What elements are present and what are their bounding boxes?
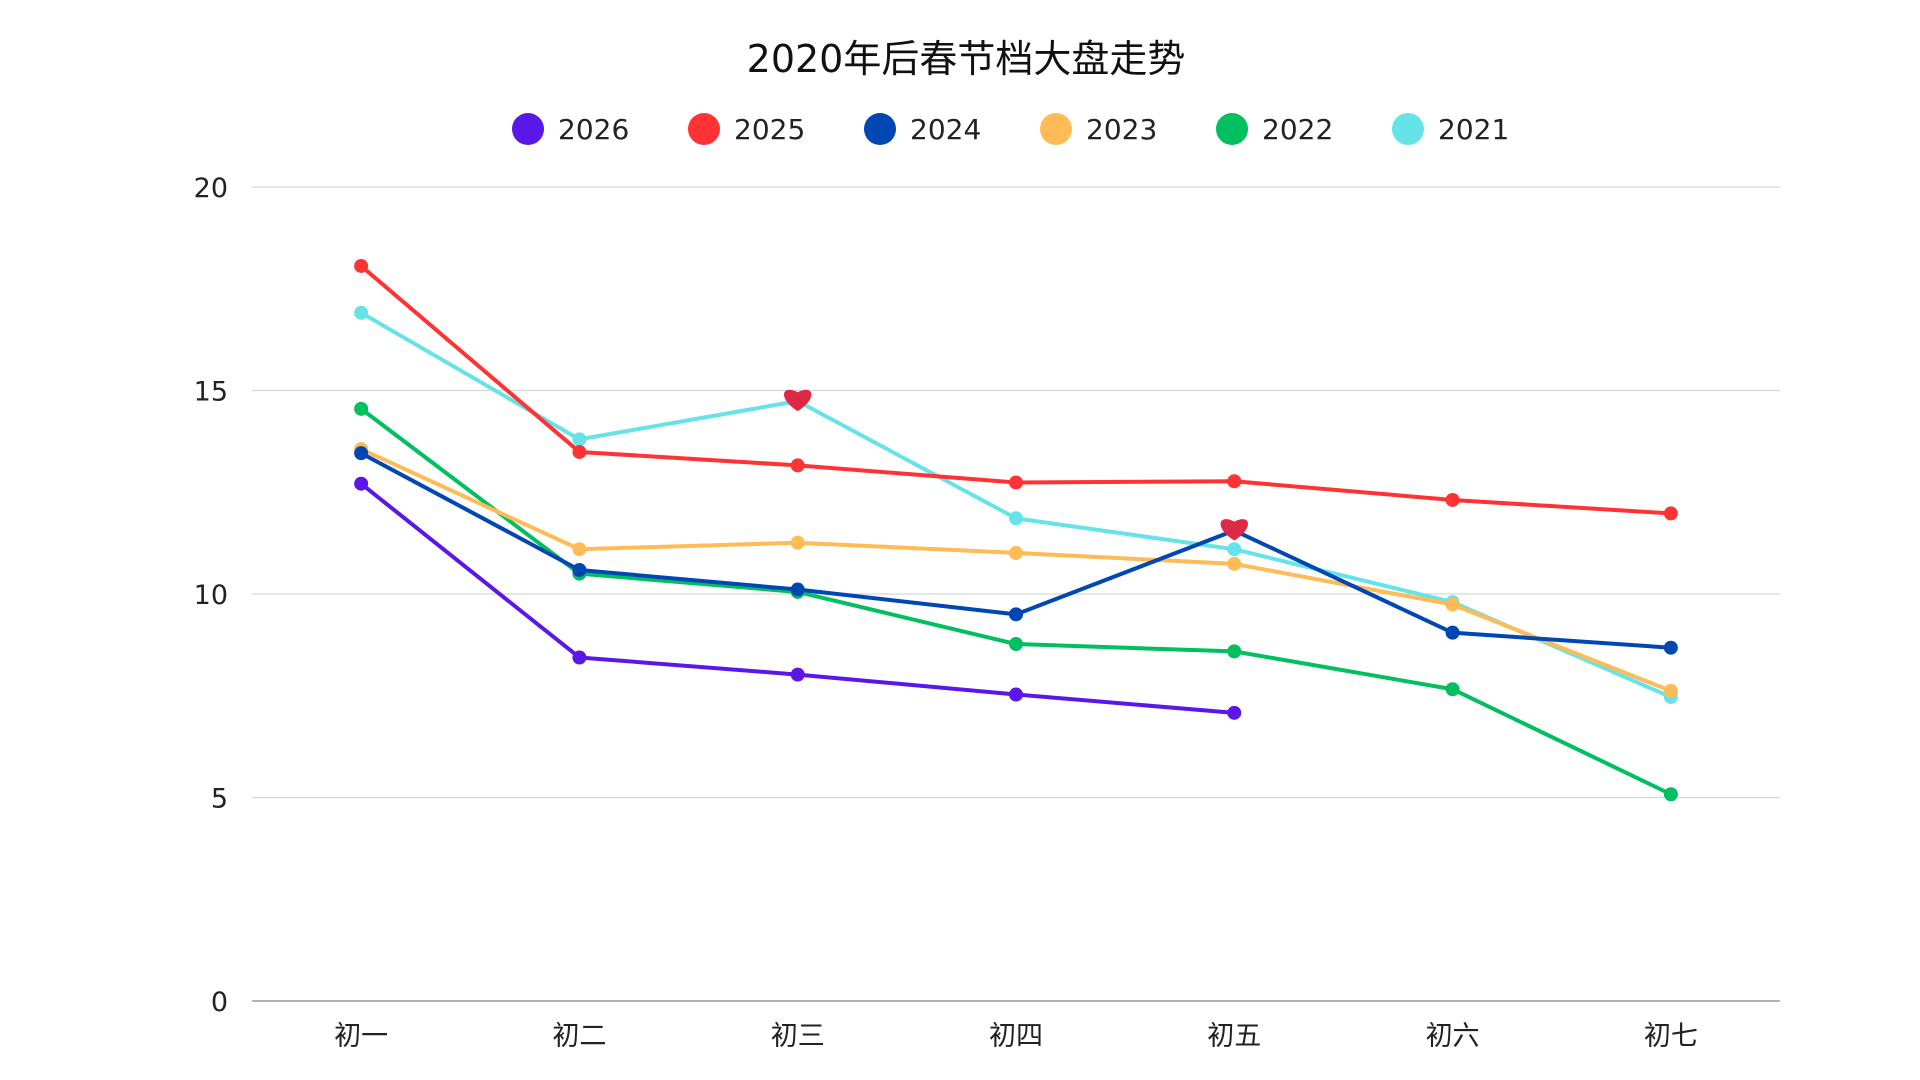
series-2024: [354, 446, 1678, 655]
legend-label: 2022: [1262, 113, 1333, 146]
data-point: [1445, 597, 1460, 612]
data-point: [1663, 683, 1678, 698]
chart-title: 2020年后春节档大盘走势: [747, 37, 1186, 81]
y-tick-label: 10: [194, 580, 228, 611]
series-2025: [354, 258, 1678, 521]
legend-marker: [512, 113, 544, 145]
series-2026: [354, 476, 1242, 720]
data-point: [354, 305, 369, 320]
data-point: [1009, 607, 1023, 622]
y-tick-label: 0: [211, 987, 228, 1018]
legend-label: 2021: [1438, 113, 1509, 146]
legend-marker: [864, 113, 896, 145]
series-2022: [354, 401, 1678, 802]
data-point: [1009, 637, 1023, 652]
x-axis: 初一 初二 初三 初四 初五 初六 初七: [334, 1021, 1698, 1052]
legend-marker: [1216, 113, 1248, 145]
data-point: [354, 476, 369, 491]
legend-item-2026: 2026: [512, 113, 629, 146]
series-line: [359, 407, 1672, 797]
legend-marker: [1040, 113, 1072, 145]
grid: 0 5 10 15 20: [194, 173, 1780, 1018]
data-point: [790, 535, 805, 550]
legend-label: 2023: [1086, 113, 1157, 146]
data-point: [1009, 545, 1023, 560]
data-point: [572, 542, 587, 557]
data-point: [1445, 492, 1460, 507]
data-point: [1227, 474, 1242, 489]
legend-marker: [688, 113, 720, 145]
data-point: [1009, 687, 1023, 702]
heart-marker: [1220, 519, 1249, 541]
legend-item-2025: 2025: [688, 113, 805, 146]
x-tick-label: 初四: [989, 1021, 1043, 1052]
data-point: [1009, 511, 1023, 526]
x-tick-label: 初五: [1207, 1021, 1261, 1052]
data-point: [1227, 556, 1242, 571]
data-point: [1227, 542, 1242, 557]
heart-marker: [783, 389, 812, 412]
y-tick-label: 15: [194, 377, 228, 408]
data-point: [1663, 787, 1678, 802]
data-point: [572, 562, 587, 577]
y-tick-label: 20: [194, 173, 228, 204]
legend-item-2023: 2023: [1040, 113, 1157, 146]
series-2023: [354, 442, 1678, 698]
x-tick-label: 初七: [1644, 1021, 1698, 1052]
data-point: [354, 446, 369, 461]
data-point: [1009, 475, 1023, 490]
series-group: [354, 258, 1678, 802]
data-point: [354, 401, 369, 416]
data-point: [1663, 640, 1678, 655]
data-point: [1663, 506, 1678, 521]
data-point: [790, 458, 805, 473]
legend-label: 2025: [734, 113, 805, 146]
data-point: [572, 444, 587, 459]
data-point: [790, 667, 805, 682]
legend: 2026 2025 2024 2023 2022 2021: [512, 113, 1509, 146]
legend-item-2024: 2024: [864, 113, 981, 146]
data-point: [572, 432, 587, 447]
legend-label: 2026: [558, 113, 629, 146]
data-point: [354, 258, 369, 273]
data-point: [1227, 705, 1242, 720]
legend-item-2022: 2022: [1216, 113, 1333, 146]
data-point: [1227, 644, 1242, 659]
x-tick-label: 初二: [552, 1021, 606, 1052]
legend-marker: [1392, 113, 1424, 145]
x-tick-label: 初六: [1426, 1021, 1480, 1052]
data-point: [1445, 625, 1460, 640]
x-tick-label: 初一: [334, 1021, 388, 1052]
legend-label: 2024: [910, 113, 981, 146]
y-tick-label: 5: [211, 784, 228, 815]
data-point: [790, 582, 805, 597]
x-tick-label: 初三: [771, 1021, 825, 1052]
data-point: [1445, 682, 1460, 697]
data-point: [572, 650, 587, 665]
legend-item-2021: 2021: [1392, 113, 1509, 146]
